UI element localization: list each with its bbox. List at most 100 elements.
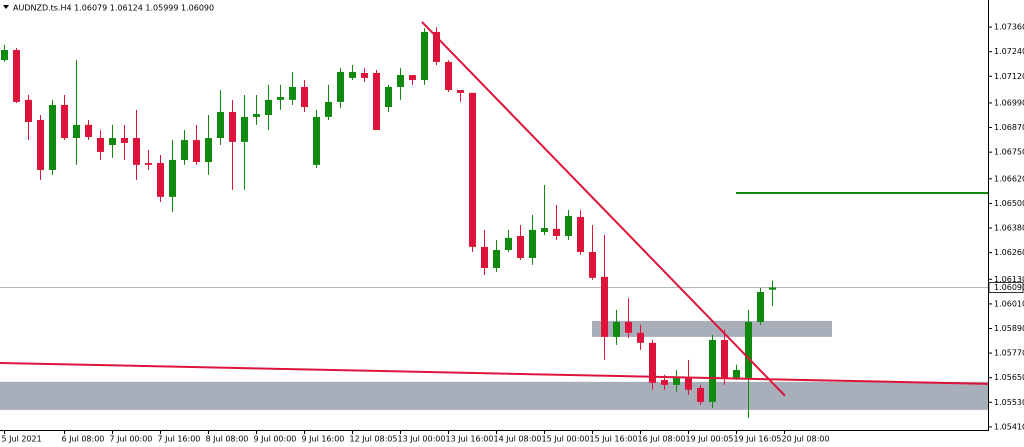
y-tick-label: 1.05410 [994, 422, 1024, 431]
candle-body [493, 249, 500, 269]
candle-body [577, 216, 584, 253]
candle-body [541, 228, 548, 232]
zone [0, 381, 988, 410]
candle-body [721, 339, 728, 378]
candle-body [517, 236, 524, 258]
candle-body [673, 376, 680, 385]
candle-body [685, 376, 692, 390]
candle-body [565, 215, 572, 237]
candle-body [241, 116, 248, 142]
candle-body [613, 321, 620, 337]
y-tick-label: 1.06500 [994, 199, 1024, 208]
candle-body [409, 75, 416, 80]
candle-body [649, 342, 656, 383]
candle-body [589, 252, 596, 278]
candle-body [217, 111, 224, 139]
candle-body [373, 72, 380, 131]
candle-body [325, 101, 332, 117]
candle-body [349, 71, 356, 78]
x-tick-label: 12 Jul 08:05 [350, 435, 398, 444]
candle-body [73, 124, 80, 139]
x-tick-label: 13 Jul 16:00 [446, 435, 494, 444]
y-tick-label: 1.06620 [994, 174, 1024, 183]
candle-body [37, 119, 44, 170]
trend-line [421, 21, 786, 397]
y-tick-label: 1.06130 [994, 275, 1024, 284]
y-tick-label: 1.07120 [994, 72, 1024, 81]
candle-body [433, 31, 440, 62]
y-tick-label: 1.05650 [994, 373, 1024, 382]
y-tick-label: 1.06380 [994, 224, 1024, 233]
x-tick-label: 7 Jul 00:00 [110, 435, 153, 444]
candle-body [169, 159, 176, 197]
candle-body [709, 339, 716, 402]
y-tick-label: 1.06750 [994, 148, 1024, 157]
y-tick-label: 1.05890 [994, 324, 1024, 333]
current-price-label: 1.06090 [994, 283, 1024, 292]
candle-body [25, 99, 32, 123]
candle-body [61, 104, 68, 139]
candle-body [601, 276, 608, 337]
x-tick-label: 9 Jul 16:00 [302, 435, 345, 444]
candle-body [157, 163, 164, 197]
y-tick-label: 1.05770 [994, 349, 1024, 358]
candle-body [553, 228, 560, 237]
candle-body [49, 104, 56, 170]
candle-body [313, 116, 320, 165]
candle-body [361, 72, 368, 78]
candle-body [385, 86, 392, 108]
x-tick-label: 6 Jul 08:00 [62, 435, 105, 444]
candle-body [1, 50, 8, 61]
candle-body [745, 321, 752, 378]
x-tick-label: 9 Jul 00:00 [254, 435, 297, 444]
candle-body [397, 75, 404, 87]
candle-body [661, 379, 668, 385]
chart-title: AUDNZD.ts.H4 1.06079 1.06124 1.05999 1.0… [13, 4, 214, 13]
candle-body [733, 369, 740, 378]
x-tick-label: 14 Jul 08:00 [494, 435, 542, 444]
x-tick-label: 8 Jul 08:00 [206, 435, 249, 444]
candle-body [265, 99, 272, 116]
x-tick-label: 20 Jul 08:00 [782, 435, 830, 444]
candle-body [253, 114, 260, 117]
candle-body [145, 163, 152, 165]
plot-layer [0, 21, 989, 418]
candle-body [637, 332, 644, 343]
candle-body [121, 138, 128, 143]
x-tick-label: 13 Jul 00:00 [398, 435, 446, 444]
y-tick-label: 1.06260 [994, 248, 1024, 257]
candle-body [481, 246, 488, 269]
x-tick-label: 16 Jul 08:00 [638, 435, 686, 444]
candle-body [697, 387, 704, 402]
x-tick-label: 7 Jul 16:00 [158, 435, 201, 444]
candle-body [229, 111, 236, 142]
candle-body [505, 237, 512, 250]
x-tick-label: 15 Jul 16:00 [590, 435, 638, 444]
candle-body [469, 92, 476, 247]
candle-body [769, 287, 776, 290]
y-tick-label: 1.07360 [994, 23, 1024, 32]
candle-body [289, 86, 296, 100]
y-tick-label: 1.06010 [994, 299, 1024, 308]
candle-body [133, 138, 140, 165]
x-tick-label: 19 Jul 00:05 [686, 435, 734, 444]
candle-body [85, 124, 92, 137]
candle-body [277, 96, 284, 100]
candle-body [529, 229, 536, 258]
y-tick-label: 1.06870 [994, 123, 1024, 132]
candle-body [181, 140, 188, 160]
candle-body [457, 90, 464, 93]
y-tick-label: 1.07240 [994, 47, 1024, 56]
candle-body [445, 61, 452, 91]
candle-body [757, 291, 764, 322]
x-tick-label: 19 Jul 16:05 [734, 435, 782, 444]
y-tick-label: 1.05530 [994, 398, 1024, 407]
menu-triangle[interactable] [3, 5, 9, 9]
candle-body [205, 138, 212, 162]
zone [591, 320, 832, 337]
x-tick-label: 5 Jul 2021 [2, 435, 42, 444]
x-tick-label: 15 Jul 00:00 [542, 435, 590, 444]
candle-body [193, 140, 200, 162]
